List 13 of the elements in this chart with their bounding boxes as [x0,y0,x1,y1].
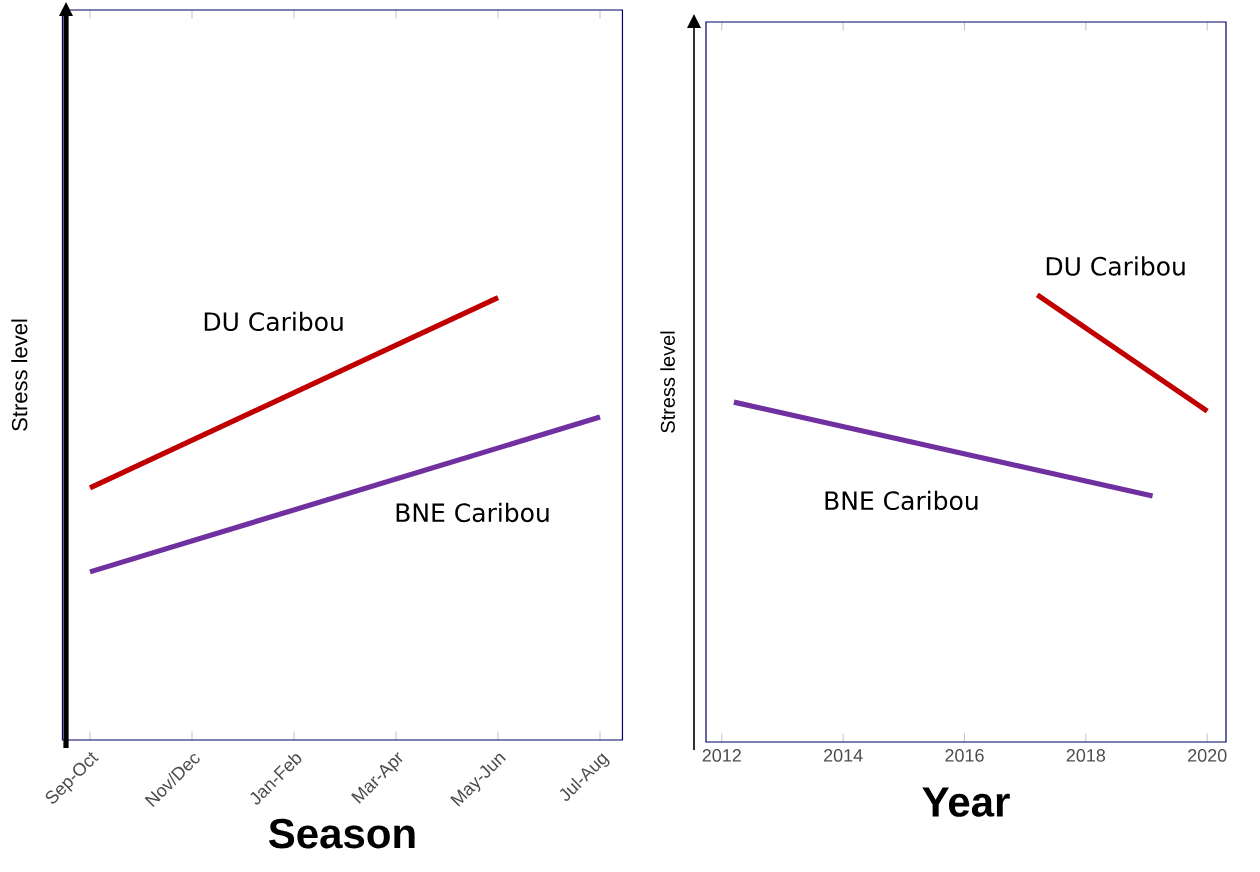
x-tick-label: 2018 [1066,749,1106,762]
x-tick-label: 2012 [702,749,741,762]
x-tick-label: 2014 [824,749,863,762]
series-label: BNE Caribou [396,502,549,523]
y-axis-title: Stress level [11,319,28,431]
series-label: DU Caribou [1046,256,1185,276]
series-label: DU Caribou [204,311,343,332]
x-tick-label: 2020 [1188,749,1227,762]
x-tick-label: 2016 [945,749,984,762]
y-axis-title: Stress level [660,331,675,433]
x-axis-title: Season [268,818,415,849]
x-axis-title: Year [922,787,1010,817]
series-label: BNE Caribou [825,490,978,511]
